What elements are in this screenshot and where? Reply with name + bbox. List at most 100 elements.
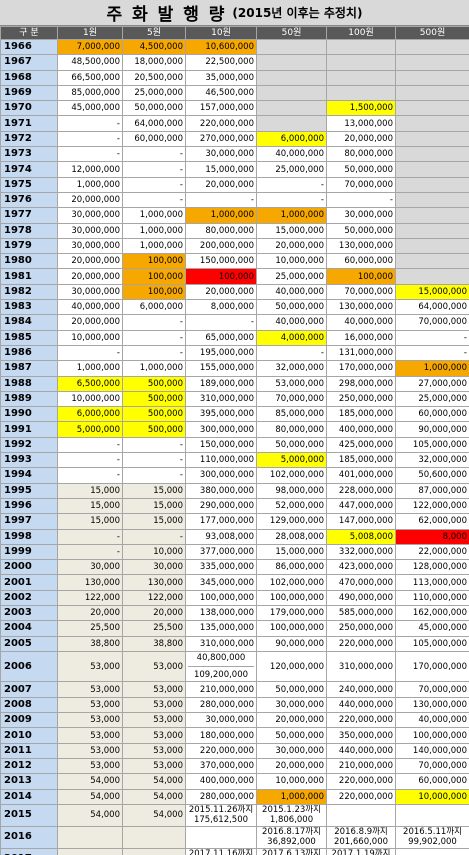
- table-row: 2008 53,000 53,000 280,000,000 30,000,000 440…: [0, 696, 469, 714]
- value-cell: -: [122, 191, 186, 209]
- year-cell: 1985: [0, 329, 58, 346]
- value-cell: 138,000,000: [185, 604, 257, 622]
- value-cell: 335,000,000: [185, 559, 257, 576]
- value-line: 2016.8.17까지: [262, 827, 321, 838]
- value-cell: 53,000: [122, 742, 186, 759]
- value-cell: 30,000,000: [57, 283, 123, 301]
- value-cell: 54,000: [122, 803, 186, 827]
- value-cell: -: [256, 191, 327, 209]
- value-cell: 40,800,000 109,200,000: [185, 650, 257, 683]
- value-cell: 2017.1.19까지56,000,000: [326, 847, 396, 855]
- value-cell: 105,000,000: [395, 635, 469, 652]
- value-cell: -: [57, 436, 123, 454]
- empty-cell: [395, 253, 469, 270]
- empty-cell: [185, 825, 257, 849]
- year-cell: 2008: [0, 696, 58, 714]
- value-cell: 128,000,000: [395, 559, 469, 576]
- empty-cell: [256, 84, 327, 102]
- empty-cell: [256, 115, 327, 132]
- value-cell: 1,500,000: [326, 100, 396, 117]
- value-cell: 280,000,000: [185, 788, 257, 805]
- year-cell: 1983: [0, 299, 58, 316]
- value-cell: -: [57, 146, 123, 163]
- year-cell: 1986: [0, 344, 58, 362]
- value-cell: 30,000,000: [57, 222, 123, 239]
- value-cell: 10,000: [122, 543, 186, 561]
- table-row: 2011 53,000 53,000 220,000,000 30,000,000 440…: [0, 742, 469, 759]
- value-cell: 64,000,000: [122, 115, 186, 132]
- value-cell: 20,000,000: [256, 237, 327, 255]
- empty-cell: [122, 825, 186, 849]
- year-cell: 1975: [0, 176, 58, 193]
- value-cell: 4,500,000: [122, 38, 186, 56]
- table-row: 1987 1,000,000 1,000,000 155,000,000 32,000,…: [0, 360, 469, 377]
- value-cell: 10,600,000: [185, 38, 257, 56]
- year-cell: 1992: [0, 436, 58, 454]
- table-row: 1973- -30,000,000 40,000,000 80,000,000: [0, 146, 469, 163]
- value-cell: 298,000,000: [326, 375, 396, 392]
- table-row: 1989 10,000,000 500,000 310,000,000 70,000,0…: [0, 390, 469, 408]
- year-cell: 1968: [0, 69, 58, 86]
- empty-cell: [395, 268, 469, 285]
- table-row: 1996 15,000 15,000 290,000,000 52,000,000 447…: [0, 497, 469, 515]
- value-cell: 20,000,000: [57, 268, 123, 285]
- value-cell: 185,000,000: [326, 406, 396, 423]
- value-cell: 332,000,000: [326, 543, 396, 561]
- value-cell: 310,000,000: [326, 650, 396, 683]
- empty-cell: [395, 84, 469, 102]
- table-row: 2007 53,000 53,000 210,000,000 50,000,000 240…: [0, 681, 469, 698]
- empty-cell: [395, 115, 469, 132]
- value-cell: 105,000,000: [395, 436, 469, 454]
- empty-cell: [395, 847, 469, 855]
- value-cell: 300,000,000: [185, 421, 257, 438]
- empty-cell: [256, 54, 327, 71]
- table-row: 1999-10,000 377,000,000 15,000,000 332,000,…: [0, 543, 469, 561]
- value-cell: 500,000: [122, 375, 186, 392]
- table-row: 1974 12,000,000-15,000,000 25,000,000 50,00…: [0, 161, 469, 178]
- table-row: 2000 30,000 30,000 335,000,000 86,000,000 423…: [0, 559, 469, 576]
- value-cell: 120,000,000: [256, 650, 327, 683]
- value-line: 36,892,000: [267, 837, 316, 848]
- value-cell: 400,000,000: [185, 773, 257, 790]
- value-cell: 40,000,000: [256, 283, 327, 301]
- table-row: 1986- -195,000,000-131,000,000-: [0, 344, 469, 362]
- table-row: 1976 20,000,000- - - -: [0, 191, 469, 209]
- year-cell: 1990: [0, 406, 58, 423]
- value-cell: 122,000: [57, 589, 123, 606]
- value-cell: 45,000,000: [57, 100, 123, 117]
- value-cell: 1,000,000: [122, 237, 186, 255]
- value-cell: 220,000,000: [326, 773, 396, 790]
- table-row: 1983 40,000,000 6,000,000 8,000,000 50,000,0…: [0, 299, 469, 316]
- table-row: 1997 15,000 15,000 177,000,000 129,000,000 14…: [0, 513, 469, 530]
- value-cell: 30,000: [122, 559, 186, 576]
- value-cell: -: [122, 528, 186, 545]
- value-cell: -: [122, 314, 186, 331]
- value-cell: 100,000,000: [256, 589, 327, 606]
- table-row: 1980 20,000,000 100,000 150,000,000 10,000,0…: [0, 253, 469, 270]
- value-cell: 30,000,000: [256, 742, 327, 759]
- value-cell: 470,000,000: [326, 574, 396, 591]
- column-header: 10원: [185, 26, 257, 40]
- value-cell: 46,500,000: [185, 84, 257, 102]
- value-cell: 179,000,000: [256, 604, 327, 622]
- value-cell: -: [122, 161, 186, 178]
- value-cell: 185,000,000: [326, 452, 396, 469]
- table-row: 2013 54,000 54,000 400,000,000 10,000,000 220…: [0, 773, 469, 790]
- value-cell: 195,000,000: [185, 344, 257, 362]
- value-cell: 113,000,000: [395, 574, 469, 591]
- value-cell: -: [122, 467, 186, 484]
- empty-cell: [57, 825, 123, 849]
- value-cell: 5,000,000: [57, 421, 123, 438]
- value-cell: -: [57, 467, 123, 484]
- year-cell: 1980: [0, 253, 58, 270]
- value-cell: 2017.6.13까지11,524,000: [256, 847, 327, 855]
- table-row: 1969 85,000,000 25,000,000 46,500,000: [0, 84, 469, 102]
- value-cell: 60,000,000: [326, 253, 396, 270]
- table-row: 1979 30,000,000 1,000,000 200,000,000 20,000…: [0, 237, 469, 255]
- year-cell: 2013: [0, 773, 58, 790]
- value-cell: 500,000: [122, 390, 186, 408]
- value-cell: 130,000,000: [326, 237, 396, 255]
- value-cell: 189,000,000: [185, 375, 257, 392]
- table-row: 1981 20,000,000 100,000 100,000 25,000,000 10…: [0, 268, 469, 285]
- value-cell: 60,000,000: [122, 130, 186, 148]
